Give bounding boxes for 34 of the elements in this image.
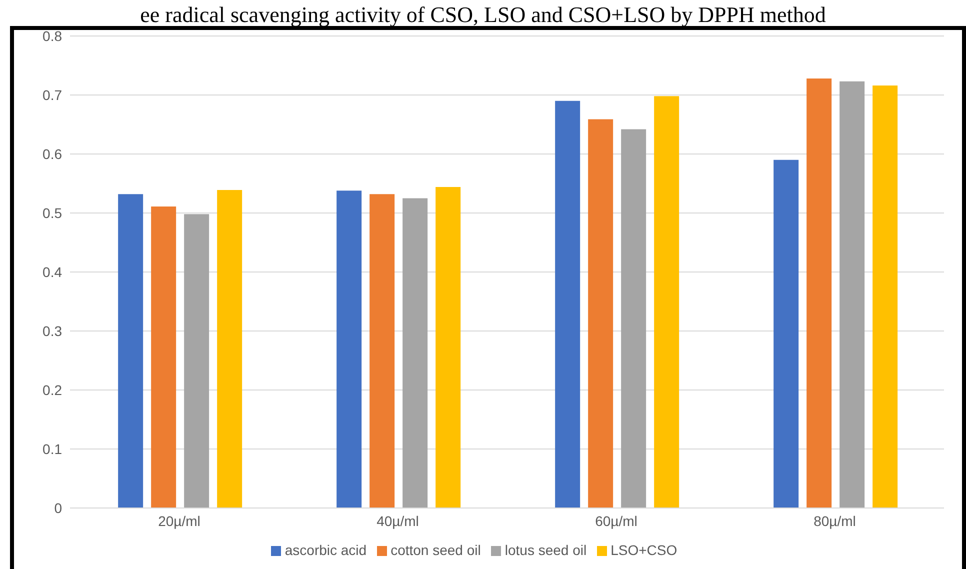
- y-tick-label: 0.1: [42, 440, 62, 457]
- y-tick-label: 0: [54, 500, 62, 516]
- y-tick-label: 0.3: [42, 322, 62, 339]
- bar: [336, 190, 362, 508]
- chart-title: ee radical scavenging activity of CSO, LSO and CSO+LSO by DPPH method: [139, 2, 827, 28]
- bar: [151, 206, 176, 508]
- legend-label: LSO+CSO: [610, 542, 678, 558]
- bar: [840, 81, 865, 508]
- y-tick-label: 0.5: [42, 204, 62, 221]
- legend-label: cotton seed oil: [390, 542, 481, 558]
- y-tick-label: 0.2: [42, 382, 62, 398]
- bar: [621, 129, 646, 508]
- bar: [588, 119, 614, 508]
- x-tick-label: 20µ/ml: [158, 512, 200, 529]
- bar: [774, 160, 799, 508]
- x-tick-label: 60µ/ml: [595, 512, 638, 529]
- y-tick-label: 0.6: [42, 146, 62, 162]
- y-tick-label: 0.8: [42, 28, 62, 44]
- y-tick-label: 0.7: [42, 86, 62, 103]
- bar: [436, 187, 461, 508]
- bar: [654, 96, 680, 508]
- bar: [555, 100, 580, 508]
- y-tick-label: 0.4: [42, 264, 62, 280]
- bar: [184, 214, 210, 508]
- legend-label: ascorbic acid: [284, 542, 367, 558]
- bar: [217, 190, 242, 508]
- bar: [118, 194, 144, 508]
- x-tick-label: 80µ/ml: [814, 512, 856, 529]
- bar: [806, 78, 832, 508]
- bar: [370, 194, 395, 508]
- legend-label: lotus seed oil: [504, 542, 587, 558]
- x-tick-label: 40µ/ml: [376, 512, 419, 529]
- bar: [402, 198, 428, 508]
- bar: [872, 86, 898, 508]
